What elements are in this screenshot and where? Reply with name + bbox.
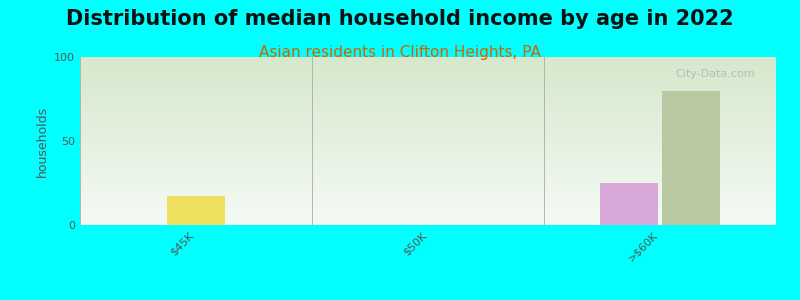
Text: Asian residents in Clifton Heights, PA: Asian residents in Clifton Heights, PA	[259, 45, 541, 60]
Text: City-Data.com: City-Data.com	[675, 69, 755, 79]
Text: Distribution of median household income by age in 2022: Distribution of median household income …	[66, 9, 734, 29]
Bar	[167, 196, 225, 225]
Bar	[662, 91, 720, 225]
Bar	[600, 183, 658, 225]
Y-axis label: households: households	[35, 105, 49, 177]
